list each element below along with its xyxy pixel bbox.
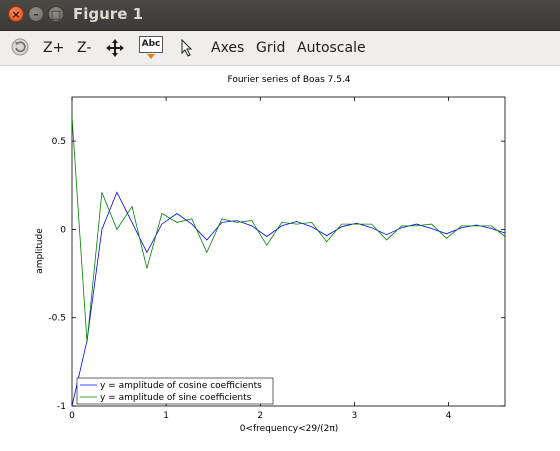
maximize-icon[interactable]: □ xyxy=(48,6,64,22)
text-tool-label: Abc xyxy=(139,36,163,53)
y-tick-label: 0 xyxy=(60,225,66,235)
close-icon[interactable]: × xyxy=(8,6,24,22)
x-tick-label: 3 xyxy=(352,411,358,421)
chart-title: Fourier series of Boas 7.5.4 xyxy=(227,75,350,85)
window-title: Figure 1 xyxy=(73,5,144,23)
legend: y = amplitude of cosine coefficients y =… xyxy=(76,377,274,405)
series-line-sine xyxy=(71,116,506,343)
y-tick-label: -1 xyxy=(57,402,66,412)
axes-button[interactable]: Axes xyxy=(211,40,245,56)
y-tick-label: 0.5 xyxy=(52,137,66,147)
y-axis-label: amplitude xyxy=(35,228,45,274)
y-tick-label: -0.5 xyxy=(48,314,66,324)
legend-label-cosine: y = amplitude of cosine coefficients xyxy=(100,381,262,391)
data-series xyxy=(71,116,506,407)
x-axis-label: 0<frequency<29/(2π) xyxy=(240,424,339,434)
zoom-out-button[interactable]: Z- xyxy=(77,40,92,56)
pan-icon[interactable] xyxy=(105,38,125,58)
series-line-cosine xyxy=(71,191,506,407)
rotate-icon[interactable] xyxy=(10,37,30,57)
pointer-icon[interactable] xyxy=(180,39,194,57)
minimize-icon[interactable]: – xyxy=(28,6,44,22)
grid-button[interactable]: Grid xyxy=(256,40,286,56)
x-tick-label: 2 xyxy=(257,411,263,421)
plot-frame xyxy=(71,96,506,407)
autoscale-button[interactable]: Autoscale xyxy=(297,40,366,56)
figure-toolbar: Z+ Z- Abc Axes Grid Autoscale xyxy=(0,31,560,66)
chart: Fourier series of Boas 7.5.4 0 1 2 3 4 0.5 0 -0… xyxy=(35,75,506,434)
window-titlebar: × – □ Figure 1 xyxy=(0,0,560,31)
x-tick-label: 0 xyxy=(69,411,75,421)
legend-label-sine: y = amplitude of sine coefficients xyxy=(100,393,252,403)
text-tool-icon[interactable]: Abc xyxy=(139,36,163,60)
x-tick-label: 4 xyxy=(446,411,452,421)
axis-ticks: 0 1 2 3 4 0.5 0 -0.5 -1 xyxy=(48,97,505,421)
zoom-in-button[interactable]: Z+ xyxy=(43,40,65,56)
figure-canvas: Fourier series of Boas 7.5.4 0 1 2 3 4 0.5 0 -0… xyxy=(0,66,560,447)
text-tool-arrow-icon xyxy=(147,54,155,59)
x-tick-label: 1 xyxy=(163,411,169,421)
legend-box xyxy=(76,377,274,405)
